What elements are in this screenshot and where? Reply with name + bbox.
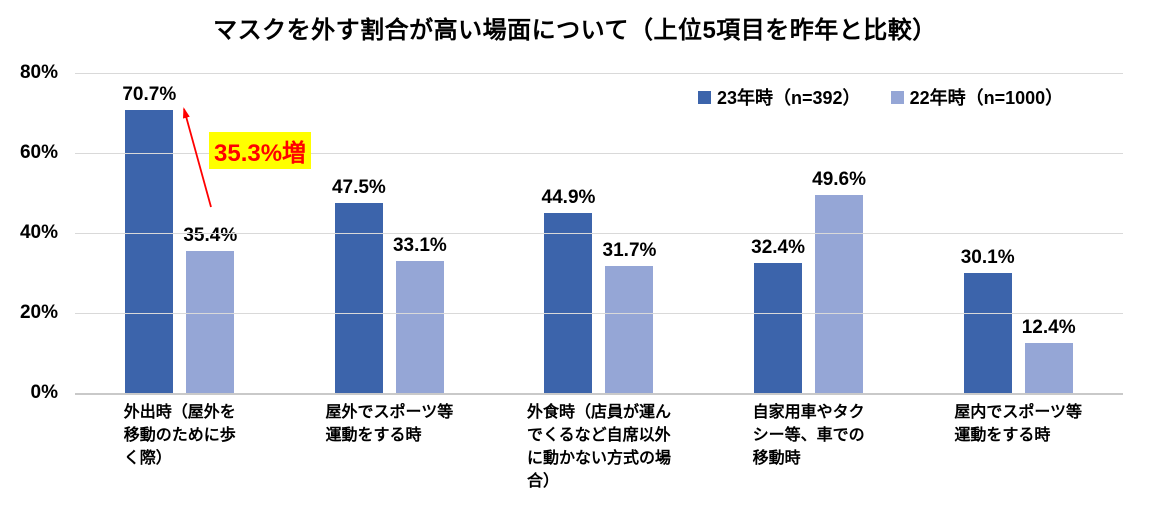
- x-label-cell: 外出時（屋外を 移動のために歩 く際）: [75, 401, 285, 493]
- x-label-cell: 屋外でスポーツ等 運動をする時: [285, 401, 495, 493]
- bar-value-label: 35.4%: [183, 225, 238, 247]
- x-axis-labels: 外出時（屋外を 移動のために歩 く際） 屋外でスポーツ等 運動をする時 外食時（店員…: [75, 401, 1123, 493]
- bar-22: 49.6%: [812, 169, 866, 393]
- bar-23: 30.1%: [961, 247, 1015, 393]
- bar-22: 33.1%: [393, 235, 447, 393]
- bar-23: 32.4%: [751, 237, 805, 393]
- bar-group: 44.9% 31.7%: [494, 73, 704, 393]
- bar-value-label: 44.9%: [541, 187, 596, 209]
- bar-23: 47.5%: [332, 177, 386, 393]
- legend-label-22: 22年時（n=1000）: [909, 88, 1064, 108]
- gridline: [75, 233, 1123, 234]
- bar-value-label: 30.1%: [960, 246, 1015, 268]
- bar-value-label: 70.7%: [122, 84, 177, 106]
- bar-22: 12.4%: [1022, 317, 1076, 393]
- bar-group: 30.1% 12.4%: [913, 73, 1123, 393]
- bar-group: 47.5% 33.1%: [285, 73, 495, 393]
- y-tick-label: 60%: [19, 142, 58, 163]
- legend-swatch-22-icon: [890, 90, 904, 104]
- bar-23: 70.7%: [122, 84, 176, 393]
- bar-value-label: 49.6%: [812, 168, 867, 190]
- bar-value-label: 12.4%: [1021, 317, 1076, 339]
- bar-value-label: 31.7%: [602, 240, 657, 262]
- y-tick-label: 0%: [30, 382, 58, 403]
- x-label-cell: 外食時（店員が運ん でくるなど自席以外 に動かない方式の場 合）: [494, 401, 704, 493]
- category-label: 自家用車やタク シー等、車での 移動時: [752, 404, 865, 467]
- category-label: 屋内でスポーツ等 運動をする時: [954, 404, 1083, 444]
- bar-group: 32.4% 49.6%: [704, 73, 914, 393]
- category-label: 外出時（屋外を 移動のために歩 く際）: [123, 404, 236, 467]
- increase-annotation: 35.3%増: [209, 132, 312, 169]
- gridline: [75, 73, 1123, 74]
- bar-23: 44.9%: [542, 187, 595, 393]
- legend: 23年時（n=392） 22年時（n=1000）: [698, 84, 1063, 110]
- y-tick-label: 80%: [19, 62, 58, 83]
- bar-group: 70.7% 35.4%: [75, 73, 285, 393]
- legend-swatch-23-icon: [698, 90, 711, 104]
- bar-value-label: 32.4%: [751, 237, 806, 259]
- legend-item-22: 22年時（n=1000）: [890, 84, 1064, 110]
- chart-title: マスクを外す割合が高い場面について（上位5項目を昨年と比較）: [213, 17, 937, 44]
- y-tick-label: 40%: [19, 222, 58, 243]
- plot-area: 70.7% 35.4% 47.5% 33.1% 44.9% 31.7% 32.4% 49.6%…: [75, 73, 1123, 395]
- category-label: 外食時（店員が運ん でくるなど自席以外 に動かない方式の場 合）: [526, 404, 671, 490]
- legend-label-23: 23年時（n=392）: [717, 88, 861, 108]
- bar-value-label: 47.5%: [331, 177, 386, 198]
- gridline: [75, 313, 1123, 314]
- legend-item-23: 23年時（n=392）: [698, 84, 861, 110]
- bar-22: 35.4%: [183, 225, 237, 393]
- bar-22: 31.7%: [603, 240, 656, 393]
- bar-groups: 70.7% 35.4% 47.5% 33.1% 44.9% 31.7% 32.4% 49.6%…: [75, 73, 1123, 393]
- x-label-cell: 屋内でスポーツ等 運動をする時: [913, 401, 1123, 493]
- category-label: 屋外でスポーツ等 運動をする時: [325, 404, 454, 444]
- bar-value-label: 33.1%: [392, 234, 447, 256]
- gridline: [75, 153, 1123, 154]
- x-label-cell: 自家用車やタク シー等、車での 移動時: [704, 401, 914, 493]
- y-tick-label: 20%: [19, 302, 58, 323]
